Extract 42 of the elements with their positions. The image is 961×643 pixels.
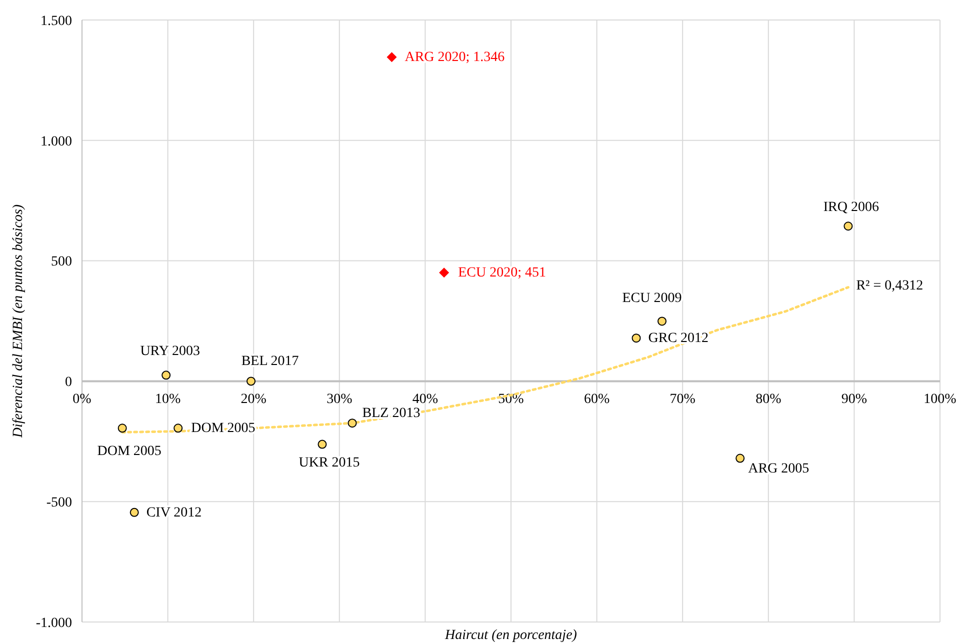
point [130, 508, 139, 517]
x-tick-label: 90% [841, 392, 868, 408]
point [118, 424, 127, 433]
data-label: URY 2003 [140, 344, 200, 360]
x-tick-label: 70% [670, 392, 696, 408]
point [844, 222, 853, 231]
y-tick-label: 1.000 [40, 134, 72, 150]
y-tick-label: 0 [65, 375, 72, 390]
data-label: DOM 2005 [97, 444, 162, 460]
point [386, 52, 397, 62]
x-axis-title: Haircut (en porcentaje) [444, 628, 578, 643]
x-tick-label: 0% [72, 392, 92, 408]
data-label: UKR 2015 [298, 455, 360, 470]
data-label: ARG 2020; 1.346 [404, 50, 505, 66]
point [658, 316, 667, 326]
point [736, 454, 745, 463]
annotation: R² = 0,4312 [856, 278, 924, 294]
x-tick-label: 10% [154, 392, 181, 408]
data-label: IRQ 2006 [823, 200, 880, 216]
y-tick-label: -1.000 [36, 616, 72, 631]
y-tick-label: 1.500 [40, 14, 72, 29]
data-label: CIV 2012 [146, 505, 202, 520]
x-tick-label: 60% [584, 392, 610, 408]
data-label: BEL 2017 [241, 354, 299, 370]
x-tick-label: 40% [412, 392, 438, 408]
point [439, 268, 450, 278]
data-label: ECU 2009 [622, 291, 682, 306]
data-label: ECU 2020; 451 [458, 266, 546, 281]
point [174, 424, 183, 433]
y-axis-title: Diferencial del EMBI (en puntos básicos) [11, 204, 26, 439]
x-tick-label: 20% [240, 392, 267, 408]
point [348, 418, 357, 428]
y-tick-label: 500 [51, 254, 72, 270]
point [318, 440, 327, 449]
x-tick-label: 80% [756, 392, 782, 408]
point [632, 334, 641, 343]
y-tick-label: -500 [46, 496, 72, 510]
point [246, 376, 256, 386]
point [162, 370, 171, 380]
x-tick-label: 100% [924, 392, 957, 408]
x-tick-label: 30% [326, 392, 353, 408]
data-label: ARG 2005 [748, 461, 810, 476]
